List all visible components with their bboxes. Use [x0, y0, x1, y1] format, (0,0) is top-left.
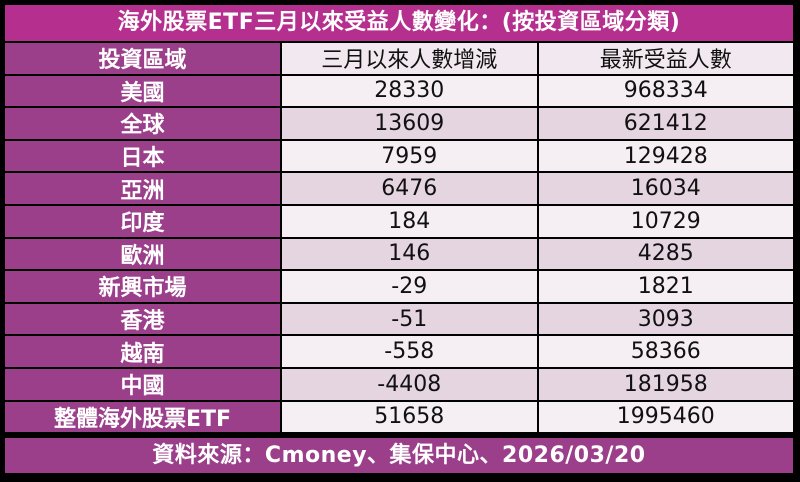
latest-value: 4285 — [538, 238, 793, 270]
region-label: 亞洲 — [5, 173, 280, 204]
change-value: 146 — [282, 238, 537, 270]
change-value: 13609 — [282, 108, 537, 139]
latest-value: 58366 — [538, 336, 793, 367]
source-footer: 資料來源：Cmoney、集保中心、2026/03/20 — [5, 438, 793, 473]
latest-value: 1821 — [538, 271, 793, 302]
region-label: 美國 — [5, 75, 280, 107]
latest-value: 1995460 — [538, 401, 793, 433]
region-label: 新興市場 — [5, 271, 280, 302]
column-header-latest: 最新受益人數 — [538, 43, 793, 74]
change-value: 51658 — [282, 401, 537, 433]
column-header-change: 三月以來人數增減 — [282, 43, 537, 74]
change-value: 28330 — [282, 75, 537, 107]
change-value: 6476 — [282, 173, 537, 204]
region-label: 越南 — [5, 336, 280, 367]
latest-value: 10729 — [538, 205, 793, 237]
region-label: 印度 — [5, 205, 280, 237]
column-header-region: 投資區域 — [5, 43, 280, 74]
region-label: 中國 — [5, 368, 280, 400]
table-frame: 海外股票ETF三月以來受益人數變化：(按投資區域分類) 投資區域 三月以來人數增… — [5, 5, 793, 475]
region-label: 日本 — [5, 140, 280, 172]
change-value: 184 — [282, 205, 537, 237]
region-label: 整體海外股票ETF — [5, 401, 280, 433]
data-table: 投資區域 三月以來人數增減 最新受益人數 美國 28330 968334 全球 1360… — [5, 43, 793, 433]
change-value: -29 — [282, 271, 537, 302]
latest-value: 181958 — [538, 368, 793, 400]
region-label: 香港 — [5, 303, 280, 335]
table-title: 海外股票ETF三月以來受益人數變化：(按投資區域分類) — [5, 5, 793, 41]
change-value: 7959 — [282, 140, 537, 172]
region-label: 歐洲 — [5, 238, 280, 270]
change-value: -558 — [282, 336, 537, 367]
latest-value: 968334 — [538, 75, 793, 107]
latest-value: 621412 — [538, 108, 793, 139]
change-value: -4408 — [282, 368, 537, 400]
latest-value: 129428 — [538, 140, 793, 172]
latest-value: 3093 — [538, 303, 793, 335]
change-value: -51 — [282, 303, 537, 335]
region-label: 全球 — [5, 108, 280, 139]
latest-value: 16034 — [538, 173, 793, 204]
